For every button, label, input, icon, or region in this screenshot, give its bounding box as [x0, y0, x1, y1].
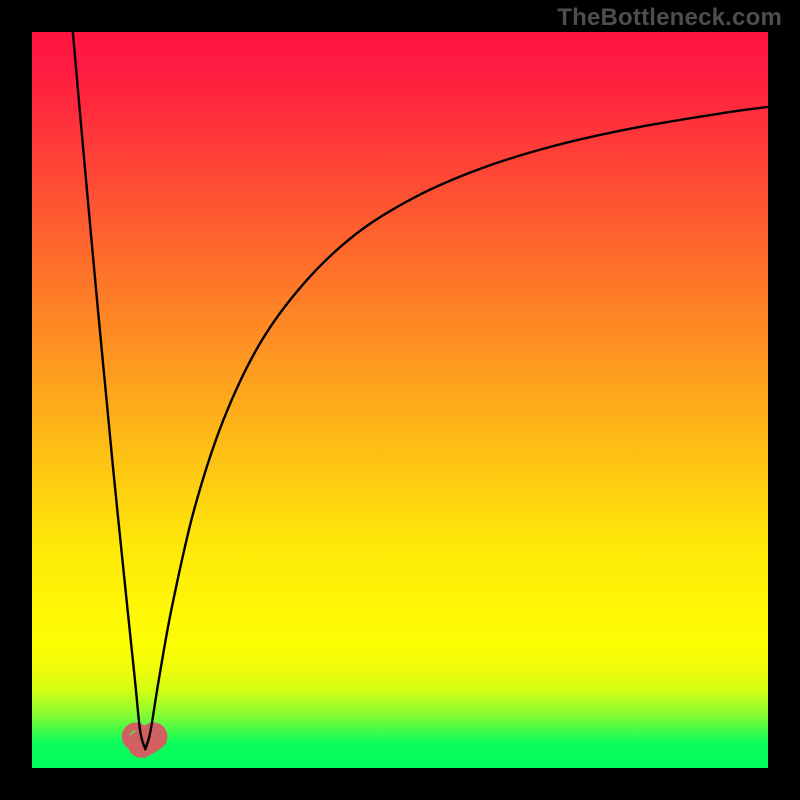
curve-right: [145, 107, 768, 749]
plot-svg: [32, 32, 768, 768]
watermark-text: TheBottleneck.com: [557, 4, 782, 32]
chart-stage: TheBottleneck.com: [0, 0, 800, 800]
curve-left: [73, 32, 145, 749]
